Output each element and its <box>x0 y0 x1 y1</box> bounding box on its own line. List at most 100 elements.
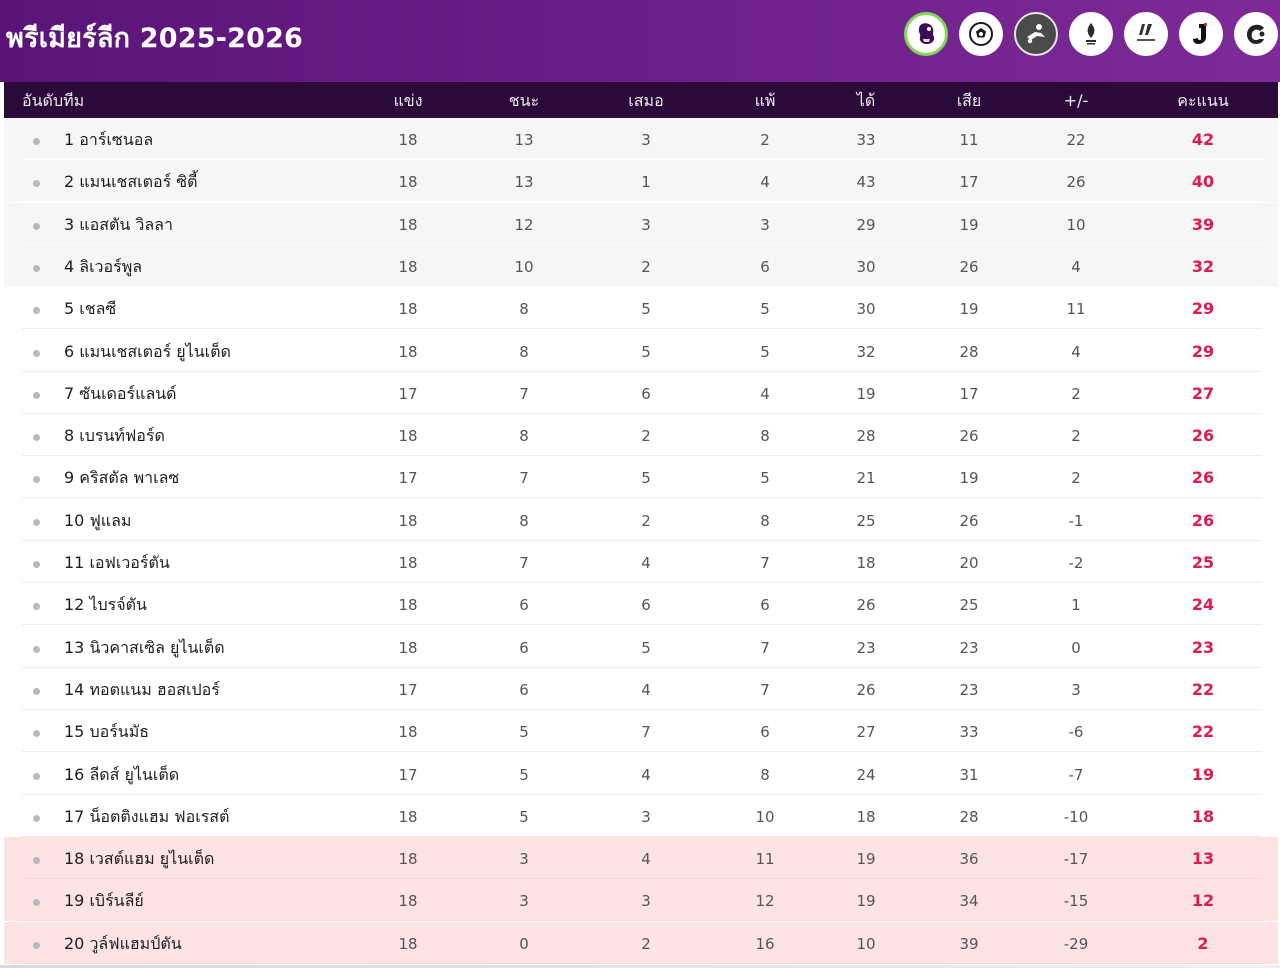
cell-lost: 5 <box>760 343 770 361</box>
league-button-bundesliga[interactable] <box>1014 12 1058 56</box>
cell-lost: 7 <box>760 639 770 657</box>
league-button-thai-league[interactable] <box>1234 12 1278 56</box>
table-row[interactable]: 4 ลิเวอร์พูล 18 10 2 6 30 26 4 32 <box>4 245 1278 287</box>
cell-won: 6 <box>519 639 529 657</box>
cell-goal-difference: -6 <box>1068 723 1084 741</box>
cell-won: 5 <box>519 766 529 784</box>
cell-goals-for: 18 <box>856 554 876 572</box>
cell-goal-difference: 4 <box>1071 258 1081 276</box>
cell-lost: 11 <box>755 850 775 868</box>
team-name[interactable]: 12 ไบรจ์ตัน <box>64 595 147 614</box>
column-header-goals-for[interactable]: ได้ <box>856 91 876 110</box>
cell-drawn: 5 <box>641 300 651 318</box>
team-name[interactable]: 20 วูล์ฟแฮมป์ตัน <box>64 934 182 953</box>
league-button-premier-league[interactable] <box>904 12 948 56</box>
team-name[interactable]: 4 ลิเวอร์พูล <box>64 257 143 276</box>
team-name[interactable]: 15 บอร์นมัธ <box>64 722 150 741</box>
cell-goals-for: 26 <box>856 596 876 614</box>
cell-goals-against: 19 <box>959 300 979 318</box>
cell-won: 7 <box>519 554 529 572</box>
cell-goal-difference: 11 <box>1066 300 1086 318</box>
cell-goal-difference: 2 <box>1071 427 1081 445</box>
cell-goals-for: 24 <box>856 766 876 784</box>
bundesliga-icon <box>1027 24 1045 44</box>
cell-goal-difference: -2 <box>1068 554 1084 572</box>
cell-lost: 7 <box>760 681 770 699</box>
league-button-champions-league[interactable] <box>959 12 1003 56</box>
league-selector <box>904 12 1278 56</box>
table-row[interactable]: 20 วูล์ฟแฮมป์ตัน 18 0 2 16 10 39 -29 2 <box>4 922 1278 964</box>
team-name[interactable]: 1 อาร์เซนอล <box>64 130 154 149</box>
team-name[interactable]: 8 เบรนท์ฟอร์ด <box>64 426 165 445</box>
team-name[interactable]: 2 แมนเชสเตอร์ ซิตี้ <box>64 172 198 191</box>
league-button-j-league[interactable] <box>1179 12 1223 56</box>
horizontal-scrollbar[interactable] <box>0 965 1280 968</box>
table-row[interactable]: 9 คริสตัล พาเลซ 17 7 5 5 21 19 2 26 <box>4 456 1278 498</box>
team-name[interactable]: 14 ทอตแนม ฮอสเปอร์ <box>64 680 220 699</box>
table-row[interactable]: 18 เวสต์แฮม ยูไนเต็ด 18 3 4 11 19 36 -17 13 <box>4 837 1278 879</box>
table-row[interactable]: 7 ซันเดอร์แลนด์ 17 7 6 4 19 17 2 27 <box>4 372 1278 414</box>
column-header-team[interactable]: อันดับทีม <box>22 91 85 110</box>
cell-goal-difference: 0 <box>1071 639 1081 657</box>
cell-played: 18 <box>398 343 418 361</box>
team-name[interactable]: 17 น็อตติงแฮม ฟอเรสต์ <box>64 807 230 826</box>
team-name[interactable]: 11 เอฟเวอร์ตัน <box>64 553 170 572</box>
team-name[interactable]: 13 นิวคาสเซิล ยูไนเต็ด <box>64 638 225 657</box>
cell-points: 29 <box>1191 299 1215 318</box>
cell-won: 5 <box>519 808 529 826</box>
table-row[interactable]: 1 อาร์เซนอล 18 13 3 2 33 11 22 42 <box>4 118 1278 160</box>
cell-lost: 5 <box>760 300 770 318</box>
column-header-won[interactable]: ชนะ <box>508 91 540 110</box>
team-name[interactable]: 19 เบิร์นลีย์ <box>64 891 144 910</box>
table-row[interactable]: 5 เชลซี 18 8 5 5 30 19 11 29 <box>4 287 1278 329</box>
team-name[interactable]: 3 แอสตัน วิลลา <box>64 215 173 234</box>
table-row[interactable]: 2 แมนเชสเตอร์ ซิตี้ 18 13 1 4 43 17 26 40 <box>4 160 1278 202</box>
table-row[interactable]: 12 ไบรจ์ตัน 18 6 6 6 26 25 1 24 <box>4 583 1278 625</box>
team-name[interactable]: 18 เวสต์แฮม ยูไนเต็ด <box>64 849 215 868</box>
league-button-laliga[interactable] <box>1124 12 1168 56</box>
table-row[interactable]: 13 นิวคาสเซิล ยูไนเต็ด 18 6 5 7 23 23 0 23 <box>4 626 1278 668</box>
cell-played: 17 <box>398 766 418 784</box>
form-dot-icon <box>33 646 40 653</box>
table-row[interactable]: 14 ทอตแนม ฮอสเปอร์ 17 6 4 7 26 23 3 22 <box>4 668 1278 710</box>
row-divider <box>22 497 1262 498</box>
cell-points: 26 <box>1191 468 1215 487</box>
team-name[interactable]: 10 ฟูแลม <box>64 511 132 530</box>
cell-goals-against: 34 <box>959 892 979 910</box>
table-row[interactable]: 15 บอร์นมัธ 18 5 7 6 27 33 -6 22 <box>4 710 1278 752</box>
cell-lost: 2 <box>760 131 770 149</box>
column-header-goals-against[interactable]: เสีย <box>956 91 982 110</box>
table-row[interactable]: 3 แอสตัน วิลลา 18 12 3 3 29 19 10 39 <box>4 203 1278 245</box>
table-row[interactable]: 19 เบิร์นลีย์ 18 3 3 12 19 34 -15 12 <box>4 879 1278 921</box>
cell-points: 2 <box>1197 934 1209 953</box>
cell-won: 6 <box>519 681 529 699</box>
cell-goals-for: 27 <box>856 723 876 741</box>
row-divider <box>22 328 1262 329</box>
column-header-drawn[interactable]: เสมอ <box>628 91 664 110</box>
laliga-icon <box>1137 24 1155 41</box>
column-header-played[interactable]: แข่ง <box>393 91 423 110</box>
column-header-goal-difference[interactable]: +/- <box>1063 91 1089 110</box>
cell-goal-difference: -7 <box>1068 766 1084 784</box>
cell-drawn: 3 <box>641 808 651 826</box>
team-name[interactable]: 16 ลีดส์ ยูไนเต็ด <box>64 765 180 784</box>
team-name[interactable]: 7 ซันเดอร์แลนด์ <box>64 384 177 403</box>
table-row[interactable]: 16 ลีดส์ ยูไนเต็ด 17 5 4 8 24 31 -7 19 <box>4 753 1278 795</box>
cell-drawn: 3 <box>641 131 651 149</box>
row-divider <box>22 413 1262 414</box>
table-row[interactable]: 8 เบรนท์ฟอร์ด 18 8 2 8 28 26 2 26 <box>4 414 1278 456</box>
table-row[interactable]: 17 น็อตติงแฮม ฟอเรสต์ 18 5 3 10 18 28 -10 18 <box>4 795 1278 837</box>
team-name[interactable]: 6 แมนเชสเตอร์ ยูไนเต็ด <box>64 342 231 361</box>
cell-lost: 12 <box>755 892 775 910</box>
cell-played: 18 <box>398 596 418 614</box>
cell-won: 3 <box>519 892 529 910</box>
team-name[interactable]: 5 เชลซี <box>64 299 117 318</box>
column-header-lost[interactable]: แพ้ <box>754 91 776 110</box>
league-button-serie-a[interactable] <box>1069 12 1113 56</box>
team-name[interactable]: 9 คริสตัล พาเลซ <box>64 468 180 487</box>
table-row[interactable]: 11 เอฟเวอร์ตัน 18 7 4 7 18 20 -2 25 <box>4 541 1278 583</box>
form-dot-icon <box>33 899 40 906</box>
column-header-points[interactable]: คะแนน <box>1177 91 1229 110</box>
table-row[interactable]: 10 ฟูแลม 18 8 2 8 25 26 -1 26 <box>4 499 1278 541</box>
table-row[interactable]: 6 แมนเชสเตอร์ ยูไนเต็ด 18 8 5 5 32 28 4 29 <box>4 330 1278 372</box>
